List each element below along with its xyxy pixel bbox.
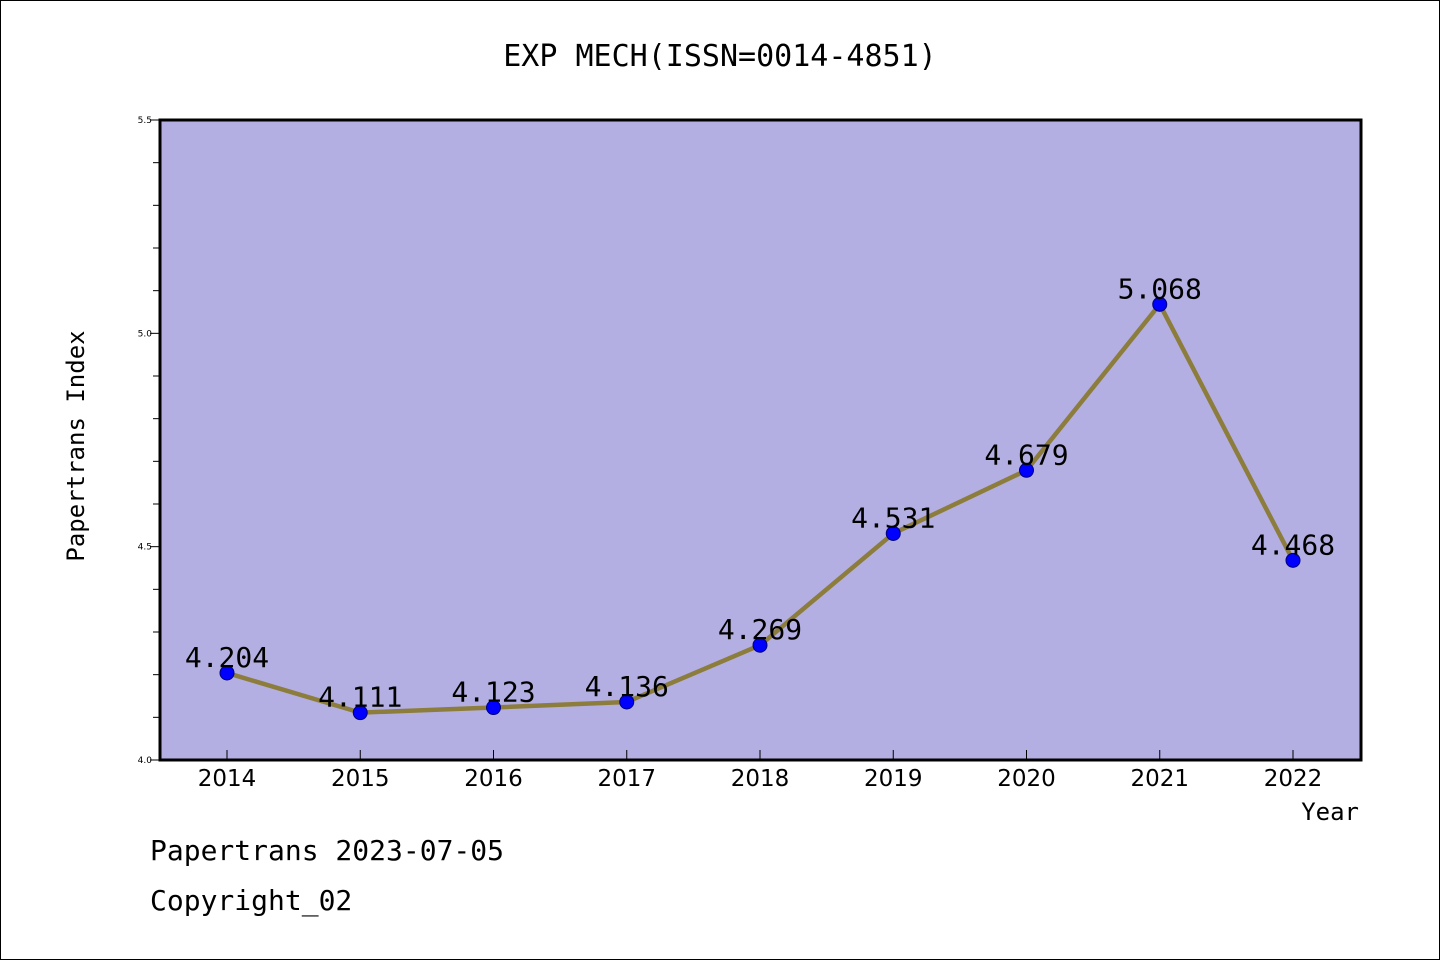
y-tick-label: 4.0 xyxy=(138,756,153,766)
y-tick-label: 5.5 xyxy=(138,116,152,126)
y-tick-label: 5.0 xyxy=(138,329,153,339)
y-axis-label: Papertrans Index xyxy=(62,330,90,561)
data-label-group: 4.204 4.111 4.123 4.136 4.269 4.531 4.679 5.068… xyxy=(185,272,1335,713)
data-label: 4.468 xyxy=(1251,528,1335,561)
data-point-group xyxy=(219,296,1301,721)
data-label: 4.111 xyxy=(318,681,402,714)
x-tick-label: 2016 xyxy=(464,766,523,792)
data-label: 4.123 xyxy=(451,676,535,709)
y-axis: 4.0 4.5 5.0 5.5 xyxy=(138,116,160,766)
data-label: 5.068 xyxy=(1118,272,1202,305)
data-label: 4.531 xyxy=(851,501,935,534)
x-tick-label: 2017 xyxy=(597,766,656,792)
data-point xyxy=(752,637,768,653)
x-axis: 2014 2015 2016 2017 2018 2019 2020 2021 2022 xyxy=(198,750,1323,792)
x-axis-label: Year xyxy=(1301,798,1359,826)
data-point xyxy=(619,694,635,710)
data-label: 4.204 xyxy=(185,641,269,674)
x-tick-label: 2015 xyxy=(331,766,390,792)
data-label: 4.136 xyxy=(585,670,669,703)
x-tick-label: 2018 xyxy=(731,766,790,792)
plot-area xyxy=(158,118,1363,762)
data-point xyxy=(885,525,901,541)
data-point xyxy=(352,705,368,721)
data-point xyxy=(219,665,235,681)
data-point xyxy=(1019,462,1034,478)
x-tick-label: 2014 xyxy=(198,766,257,792)
footer-date-text: Papertrans 2023-07-05 xyxy=(150,834,505,867)
x-tick-label: 2021 xyxy=(1130,766,1189,792)
data-label: 4.269 xyxy=(718,613,802,646)
chart-title: EXP MECH(ISSN=0014-4851) xyxy=(503,39,936,74)
x-tick-label: 2020 xyxy=(997,766,1056,792)
data-point xyxy=(486,700,501,716)
x-tick-label: 2019 xyxy=(864,766,923,792)
x-tick-label: 2022 xyxy=(1264,766,1323,792)
data-point xyxy=(1152,296,1168,312)
data-label: 4.679 xyxy=(984,438,1068,471)
data-point xyxy=(1285,552,1301,568)
footer-copyright-text: Copyright_02 xyxy=(150,884,353,917)
y-tick-label: 4.5 xyxy=(138,543,152,553)
